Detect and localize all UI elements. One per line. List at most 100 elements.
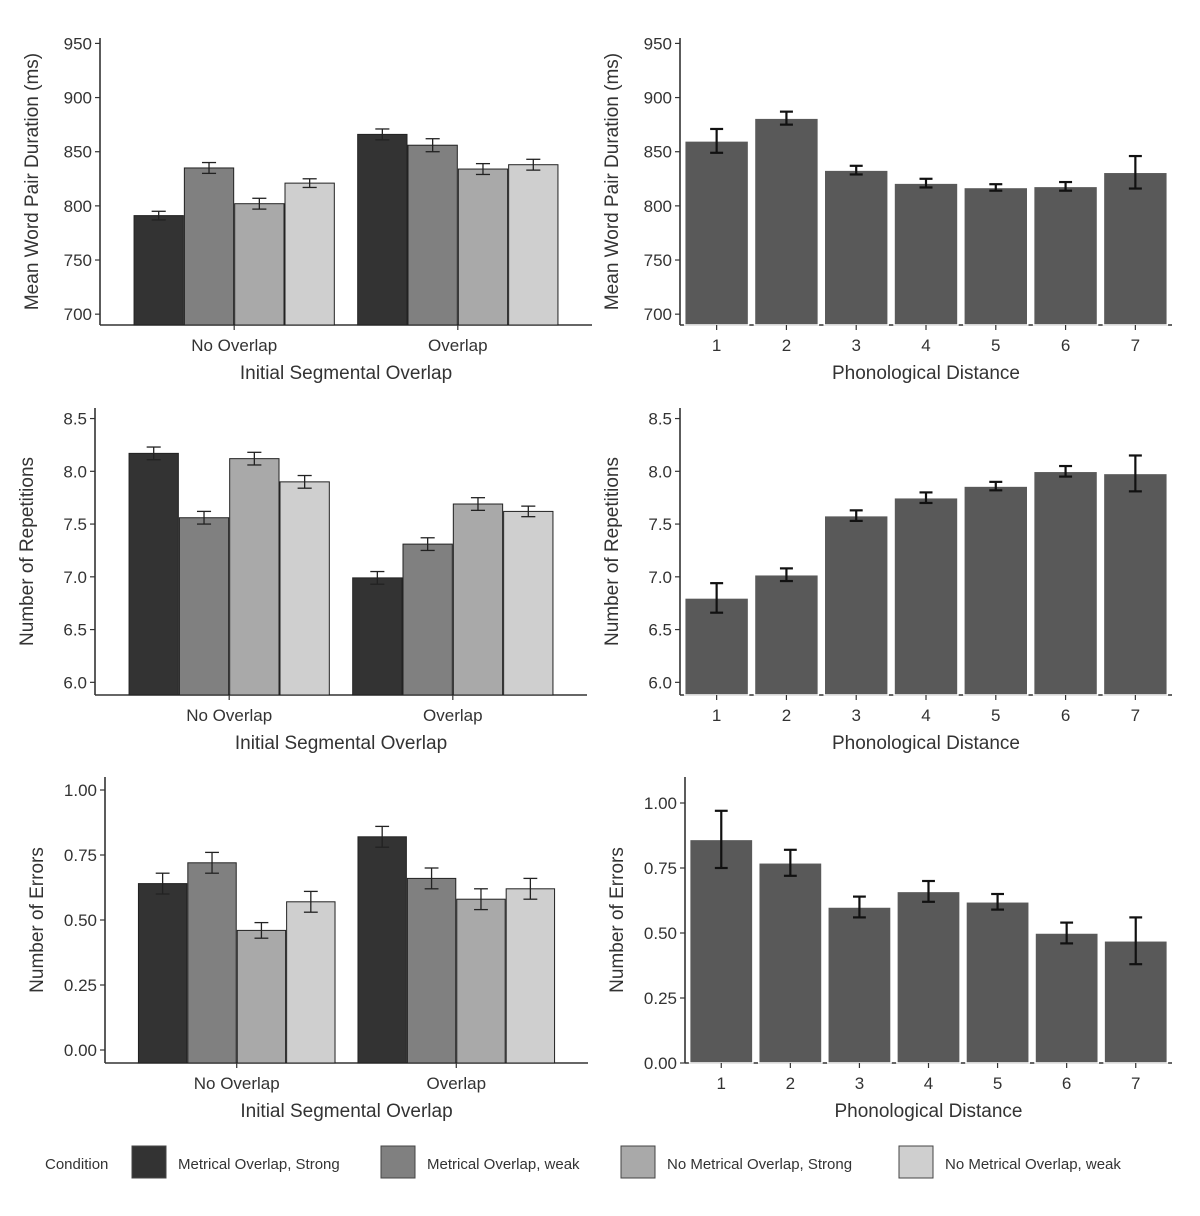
y-axis-title: Mean Word Pair Duration (ms) [22,53,43,310]
bar [753,573,820,696]
x-tick-label: 6 [1061,336,1070,355]
legend-label: No Metrical Overlap, Strong [667,1156,852,1173]
legend-label: No Metrical Overlap, weak [945,1156,1121,1173]
bar [963,186,1029,326]
bar [286,901,336,1064]
bar [827,906,892,1064]
y-tick-label: 850 [644,143,672,162]
y-axis-title: Number of Repetitions [17,457,38,646]
x-axis-title: Initial Segmental Overlap [240,1101,452,1122]
y-tick-label: 750 [64,251,92,270]
x-axis-title: Phonological Distance [832,363,1020,384]
y-axis-title: Mean Word Pair Duration (ms) [602,53,623,310]
y-axis-title: Number of Errors [27,847,48,993]
bar [406,877,457,1064]
y-tick-label: 800 [64,197,92,216]
bar [457,168,509,326]
bar [1032,185,1099,326]
bar [178,517,230,696]
bar [683,597,750,696]
bar [683,140,750,326]
y-tick-label: 0.50 [64,911,97,930]
y-tick-label: 7.0 [648,568,672,587]
y-tick-label: 950 [64,34,92,53]
x-tick-label: 7 [1131,336,1140,355]
y-tick-label: 8.0 [648,462,672,481]
bar [965,901,1030,1064]
bar [893,496,959,696]
bar [823,169,889,326]
legend-swatch [380,1145,416,1179]
y-tick-label: 800 [644,197,672,216]
bar [137,883,188,1064]
bar [357,836,407,1064]
x-axis-title: Initial Segmental Overlap [235,733,447,754]
x-tick-label: Overlap [428,336,488,355]
x-tick-label: 4 [921,336,930,355]
legend-label: Metrical Overlap, Strong [178,1156,340,1173]
chart-panel: 6.0 6.5 7.0 7.5 8.0 8.5 No Overlap Overlap Initi… [17,408,587,754]
x-tick-label: 1 [717,1074,726,1093]
bar [893,182,959,326]
x-tick-label: 4 [924,1074,933,1093]
bar [1032,470,1099,696]
bar [1034,932,1100,1064]
bar [234,203,285,326]
bar [688,838,754,1064]
y-tick-label: 7.5 [648,515,672,534]
x-tick-label: 1 [712,706,721,725]
y-tick-label: 1.00 [64,781,97,800]
bar [229,458,280,696]
y-tick-label: 8.5 [648,410,672,429]
legend: Condition Metrical Overlap, Strong Metri… [45,1145,1121,1179]
x-tick-label: No Overlap [194,1074,280,1093]
y-tick-label: 0.75 [644,859,677,878]
y-tick-label: 950 [644,34,672,53]
x-tick-label: 5 [991,336,1000,355]
y-tick-label: 900 [64,89,92,108]
bar [133,215,184,326]
y-tick-label: 0.75 [64,846,97,865]
y-tick-label: 0.00 [644,1054,677,1073]
x-tick-label: 5 [991,706,1000,725]
y-tick-label: 700 [64,305,92,324]
x-tick-label: 6 [1061,706,1070,725]
y-tick-label: 900 [644,89,672,108]
y-tick-label: 0.25 [644,989,677,1008]
bar [407,144,458,326]
x-tick-label: 6 [1062,1074,1071,1093]
y-axis-title: Number of Repetitions [602,457,623,646]
bar [183,167,235,326]
bar [357,133,408,326]
bar [508,164,559,326]
x-tick-label: 3 [851,336,860,355]
y-tick-label: 1.00 [644,794,677,813]
chart-panel: 0.00 0.25 0.50 0.75 1.00 No Overlap Overlap Ini… [27,777,588,1122]
bar [823,514,889,696]
bar [402,543,453,696]
bar [279,481,330,696]
y-tick-label: 8.0 [63,462,87,481]
y-tick-label: 6.5 [648,621,672,640]
y-tick-label: 0.00 [64,1041,97,1060]
bar [1102,171,1169,326]
bar [128,452,179,696]
chart-panel: 700 750 800 850 900 950 1 2 3 4 5 6 7 Phonological Di… [602,34,1172,384]
y-tick-label: 850 [64,143,92,162]
x-tick-label: 3 [855,1074,864,1093]
x-tick-label: 7 [1131,706,1140,725]
x-axis-title: Initial Segmental Overlap [240,363,452,384]
bar [1102,472,1169,696]
x-tick-label: Overlap [423,706,483,725]
legend-swatch [131,1145,167,1179]
bar [352,577,403,696]
x-tick-label: 2 [782,706,791,725]
bar [236,929,287,1064]
x-tick-label: 2 [786,1074,795,1093]
x-tick-label: 5 [993,1074,1002,1093]
x-tick-label: No Overlap [186,706,272,725]
y-tick-label: 0.25 [64,976,97,995]
x-axis-title: Phonological Distance [834,1101,1022,1122]
legend-title: Condition [45,1156,108,1173]
